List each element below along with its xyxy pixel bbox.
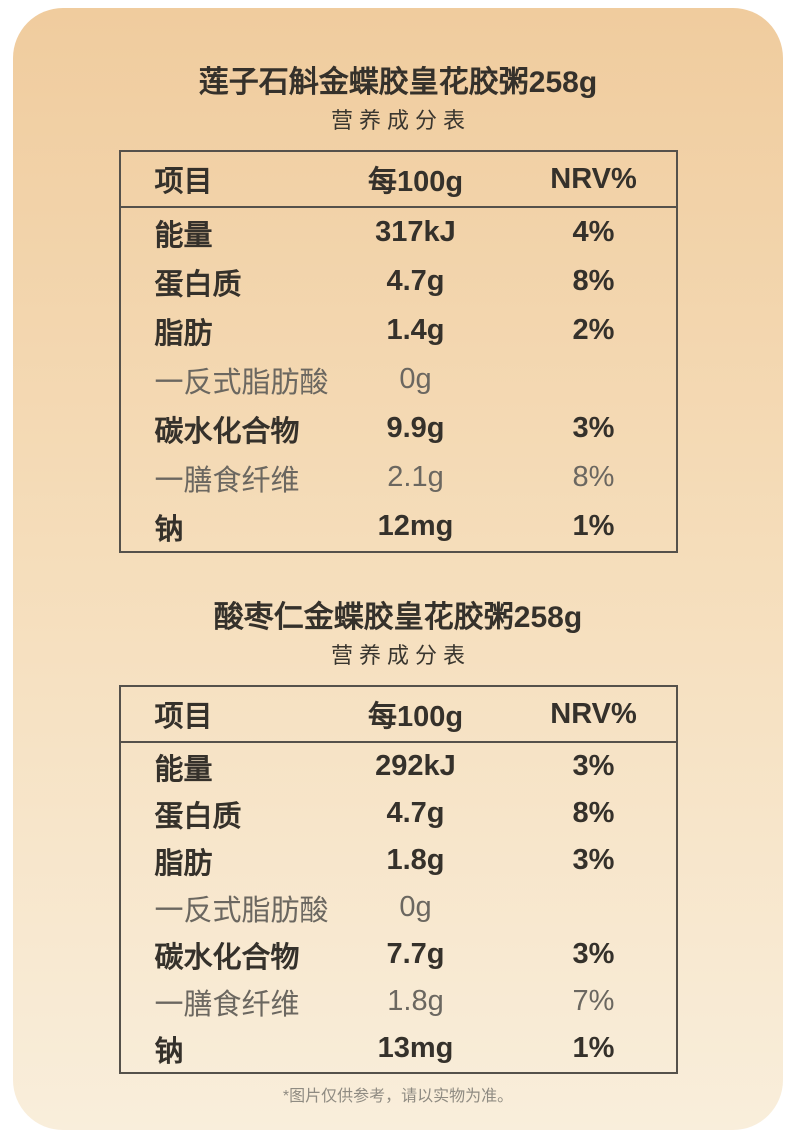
row-nrv: 3% (572, 938, 615, 970)
row-value: 292kJ (375, 750, 456, 782)
row-nrv: 4% (572, 216, 615, 248)
product-title: 莲子石斛金蝶胶皇花胶粥258g (198, 66, 598, 99)
row-label: 蛋白质 (154, 268, 242, 301)
row-label: 脂肪 (154, 317, 213, 350)
header-amount: 每100g (367, 166, 464, 198)
nutrition-row: 一膳食纤维 1.8g 7% (121, 978, 676, 1025)
row-nrv: 2% (572, 314, 615, 346)
row-label: 能量 (154, 219, 213, 252)
row-value: 7.7g (386, 938, 445, 970)
header-item: 项目 (154, 701, 213, 733)
header-nrv: NRV% (550, 162, 637, 195)
row-value: 1.8g (387, 985, 444, 1017)
row-value: 2.1g (387, 461, 444, 493)
row-label: 能量 (154, 753, 213, 786)
nutrition-card: 莲子石斛金蝶胶皇花胶粥258g 营养成分表 项目 每100g NRV% 能量 31… (13, 8, 783, 1130)
nutrition-row: 碳水化合物 9.9g 3% (121, 404, 676, 453)
footnote: *图片仅供参考，请以实物为准。 (282, 1088, 514, 1105)
nutrition-row: 能量 317kJ 4% (121, 208, 676, 257)
row-value: 13mg (377, 1032, 454, 1064)
row-value: 1.8g (386, 844, 445, 876)
row-label: 钠 (154, 1035, 184, 1068)
row-label: 一反式脂肪酸 (154, 366, 329, 399)
row-nrv: 8% (572, 461, 615, 493)
header-nrv: NRV% (550, 697, 637, 730)
row-nrv: 8% (572, 265, 615, 297)
nutrition-table: 项目 每100g NRV% 能量 317kJ 4% 蛋白质 4.7g 8% 脂肪 1.4g 2%… (118, 150, 678, 553)
nutrition-row: 钠 13mg 1% (121, 1025, 676, 1072)
product-section-1: 莲子石斛金蝶胶皇花胶粥258g 营养成分表 项目 每100g NRV% 能量 31… (13, 8, 783, 553)
row-value: 4.7g (386, 797, 445, 829)
row-value: 12mg (377, 510, 454, 542)
nutrition-table-subtitle: 营养成分表 (330, 108, 471, 133)
nutrition-row: 一膳食纤维 2.1g 8% (121, 453, 676, 502)
row-value: 1.4g (386, 314, 445, 346)
row-nrv: 3% (572, 412, 615, 444)
row-label: 蛋白质 (154, 800, 242, 833)
row-value: 9.9g (386, 412, 445, 444)
header-amount: 每100g (367, 701, 464, 733)
nutrition-row: 蛋白质 4.7g 8% (121, 790, 676, 837)
nutrition-table-subtitle: 营养成分表 (330, 643, 471, 668)
row-label: 一膳食纤维 (154, 988, 300, 1021)
row-label: 一反式脂肪酸 (154, 894, 329, 927)
row-nrv: 1% (572, 510, 615, 542)
row-value: 0g (399, 891, 432, 923)
nutrition-row: 脂肪 1.8g 3% (121, 837, 676, 884)
row-label: 一膳食纤维 (154, 464, 300, 497)
product-title: 酸枣仁金蝶胶皇花胶粥258g (213, 601, 583, 634)
nutrition-row: 能量 292kJ 3% (121, 743, 676, 790)
product-section-2: 酸枣仁金蝶胶皇花胶粥258g 营养成分表 项目 每100g NRV% 能量 292… (13, 553, 783, 1074)
row-value: 0g (399, 363, 432, 395)
nutrition-row: 脂肪 1.4g 2% (121, 306, 676, 355)
row-value: 4.7g (386, 265, 445, 297)
table-header-row: 项目 每100g NRV% (120, 152, 676, 208)
nutrition-row: 碳水化合物 7.7g 3% (121, 931, 676, 978)
header-item: 项目 (154, 166, 213, 198)
nutrition-row: 蛋白质 4.7g 8% (121, 257, 676, 306)
table-body: 能量 317kJ 4% 蛋白质 4.7g 8% 脂肪 1.4g 2% 一反式脂肪酸 0g 碳水化合物 9… (121, 208, 676, 551)
row-nrv: 3% (572, 844, 615, 876)
row-label: 钠 (154, 513, 184, 546)
row-nrv: 8% (572, 797, 615, 829)
nutrition-row: 一反式脂肪酸 0g (121, 884, 676, 931)
table-body: 能量 292kJ 3% 蛋白质 4.7g 8% 脂肪 1.8g 3% 一反式脂肪酸 0g 碳水化合物 7… (121, 743, 676, 1072)
row-label: 脂肪 (154, 847, 213, 880)
row-nrv: 3% (572, 750, 615, 782)
row-label: 碳水化合物 (154, 941, 300, 974)
row-nrv: 1% (572, 1032, 615, 1064)
row-value: 317kJ (375, 216, 456, 248)
row-nrv: 7% (572, 985, 615, 1017)
nutrition-table: 项目 每100g NRV% 能量 292kJ 3% 蛋白质 4.7g 8% 脂肪 1.8g 3%… (118, 685, 678, 1074)
nutrition-row: 钠 12mg 1% (121, 502, 676, 551)
row-label: 碳水化合物 (154, 415, 300, 448)
nutrition-row: 一反式脂肪酸 0g (121, 355, 676, 404)
table-header-row: 项目 每100g NRV% (120, 687, 676, 743)
